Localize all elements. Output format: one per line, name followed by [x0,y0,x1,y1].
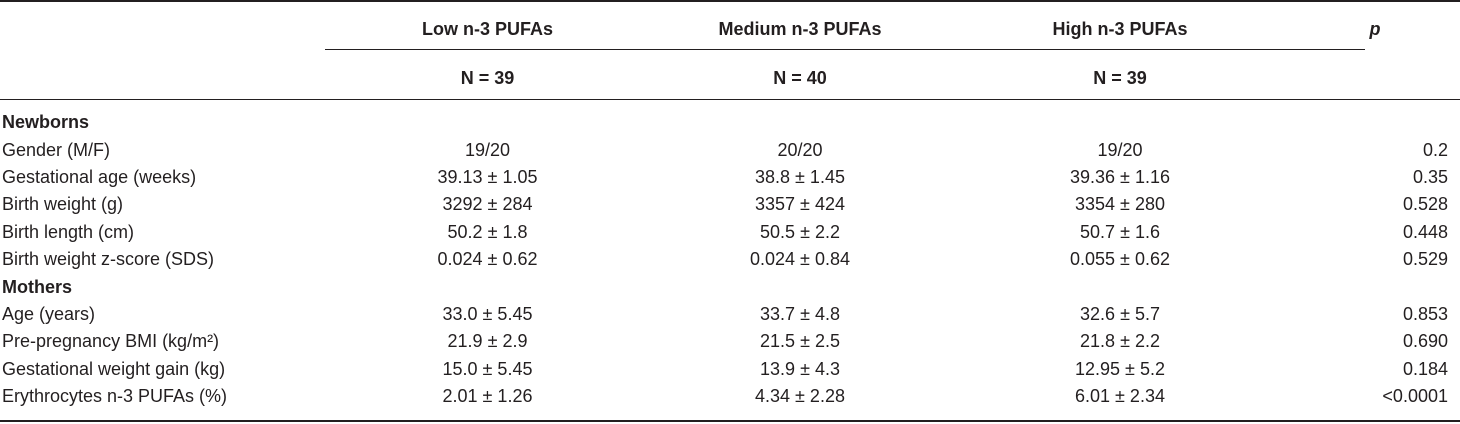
table-row: Age (years) 33.0 ± 5.45 33.7 ± 4.8 32.6 … [0,301,1460,328]
cell-medium: 3357 ± 424 [755,194,845,215]
cell-low: 50.2 ± 1.8 [447,221,528,242]
cell-p: 0.853 [1402,303,1448,324]
header-empty-cell [0,0,325,53]
cell-p: 0.529 [1402,249,1448,270]
header-medium: Medium n-3 PUFAs [718,18,882,39]
header-n-low: N = 39 [460,67,515,88]
header-row-counts: N = 39 N = 40 N = 39 [0,53,1460,103]
row-label: Age (years) [2,303,96,324]
cell-p: 0.448 [1402,221,1448,242]
cell-p: 0.690 [1402,331,1448,352]
row-label: Birth length (cm) [2,221,135,242]
cell-medium: 50.5 ± 2.2 [760,221,840,242]
section-row-mothers: Mothers [0,273,1460,300]
cell-high: 0.055 ± 0.62 [1070,249,1170,270]
section-title: Newborns [2,112,90,133]
cell-p: 0.2 [1422,139,1448,160]
cell-high: 6.01 ± 2.34 [1075,386,1165,407]
table-top-rule [0,0,1460,2]
cell-high: 21.8 ± 2.2 [1080,331,1160,352]
cell-medium: 20/20 [777,139,823,160]
cell-high: 32.6 ± 5.7 [1080,303,1160,324]
cell-medium: 38.8 ± 1.45 [755,166,845,187]
cell-low: 3292 ± 284 [442,194,533,215]
cell-p: 0.184 [1402,358,1448,379]
cell-medium: 13.9 ± 4.3 [760,358,840,379]
cell-low: 39.13 ± 1.05 [437,166,538,187]
header-bottom-rule [0,99,1460,100]
cell-high: 3354 ± 280 [1075,194,1165,215]
header-row-groups: Low n-3 PUFAs Medium n-3 PUFAs High n-3 … [0,0,1460,53]
table-row: Pre-pregnancy BMI (kg/m²) 21.9 ± 2.9 21.… [0,328,1460,355]
comparison-table: Low n-3 PUFAs Medium n-3 PUFAs High n-3 … [0,0,1460,410]
section-title: Mothers [2,276,73,297]
row-label: Gestational age (weeks) [2,166,197,187]
cell-high: 39.36 ± 1.16 [1070,166,1170,187]
header-high: High n-3 PUFAs [1052,18,1188,39]
table-row: Birth weight z-score (SDS) 0.024 ± 0.62 … [0,246,1460,273]
row-label: Birth weight (g) [2,194,124,215]
header-empty-cell [1290,53,1460,103]
table-bottom-rule [0,420,1460,422]
cell-medium: 4.34 ± 2.28 [755,386,845,407]
table-row: Gestational weight gain (kg) 15.0 ± 5.45… [0,356,1460,383]
row-label: Birth weight z-score (SDS) [2,249,215,270]
cell-low: 0.024 ± 0.62 [437,249,538,270]
row-label: Gender (M/F) [2,139,111,160]
cell-low: 2.01 ± 1.26 [442,386,533,407]
header-low: Low n-3 PUFAs [421,18,553,39]
cell-p: 0.528 [1402,194,1448,215]
cell-medium: 0.024 ± 0.84 [750,249,850,270]
header-n-high: N = 39 [1093,67,1147,88]
header-n-medium: N = 40 [773,67,827,88]
cell-p: 0.35 [1412,166,1448,187]
table-row: Erythrocytes n-3 PUFAs (%) 2.01 ± 1.26 4… [0,383,1460,410]
cell-high: 19/20 [1097,139,1143,160]
cell-high: 12.95 ± 5.2 [1075,358,1165,379]
table-row: Birth weight (g) 3292 ± 284 3357 ± 424 3… [0,191,1460,218]
table-row: Gestational age (weeks) 39.13 ± 1.05 38.… [0,164,1460,191]
row-label: Erythrocytes n-3 PUFAs (%) [2,386,228,407]
table-row: Birth length (cm) 50.2 ± 1.8 50.5 ± 2.2 … [0,219,1460,246]
header-empty-cell [0,53,325,103]
cell-high: 50.7 ± 1.6 [1080,221,1160,242]
row-label: Gestational weight gain (kg) [2,358,226,379]
table-row: Gender (M/F) 19/20 20/20 19/20 0.2 [0,136,1460,163]
cell-low: 15.0 ± 5.45 [442,358,533,379]
cell-low: 33.0 ± 5.45 [442,303,533,324]
cell-low: 19/20 [464,139,511,160]
cell-low: 21.9 ± 2.9 [447,331,528,352]
cell-medium: 33.7 ± 4.8 [760,303,840,324]
section-row-newborns: Newborns [0,109,1460,136]
cell-medium: 21.5 ± 2.5 [760,331,840,352]
row-label: Pre-pregnancy BMI (kg/m²) [2,331,220,352]
header-p: p [1369,18,1381,39]
cell-p: <0.0001 [1382,386,1448,407]
header-mid-rule [325,49,1365,50]
